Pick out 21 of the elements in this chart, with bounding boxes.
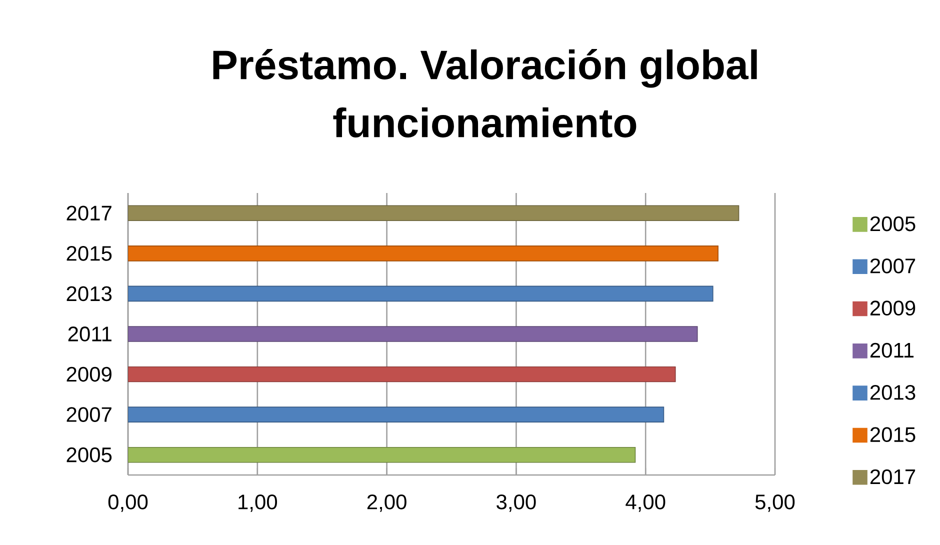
y-tick-label: 2009 <box>66 366 112 382</box>
x-tick-label: 4,00 <box>626 494 666 512</box>
y-tick-label: 2013 <box>66 286 112 302</box>
x-tick-label: 1,00 <box>238 494 278 512</box>
legend-label: 2013 <box>870 384 916 400</box>
y-tick-label: 2007 <box>66 407 112 422</box>
x-tick-label: 3,00 <box>496 494 536 512</box>
y-tick-label: 2015 <box>66 246 112 261</box>
y-tick-label: 2005 <box>66 447 112 462</box>
y-tick-label: 2011 <box>68 326 112 342</box>
x-tick-label: 2,00 <box>367 494 406 512</box>
chart-title: Préstamo. Valoración global funcionamiento <box>213 49 757 138</box>
legend-label: 2007 <box>870 258 916 274</box>
y-tick-label: 2017 <box>66 206 112 221</box>
legend-label: 2009 <box>870 300 916 316</box>
legend-label: 2011 <box>870 342 914 358</box>
legend-label: 2015 <box>870 427 916 442</box>
x-tick-label: 5,00 <box>755 494 795 512</box>
legend-label: 2017 <box>870 469 916 484</box>
x-tick-label: 0,00 <box>108 494 148 512</box>
legend-label: 2005 <box>870 216 916 232</box>
